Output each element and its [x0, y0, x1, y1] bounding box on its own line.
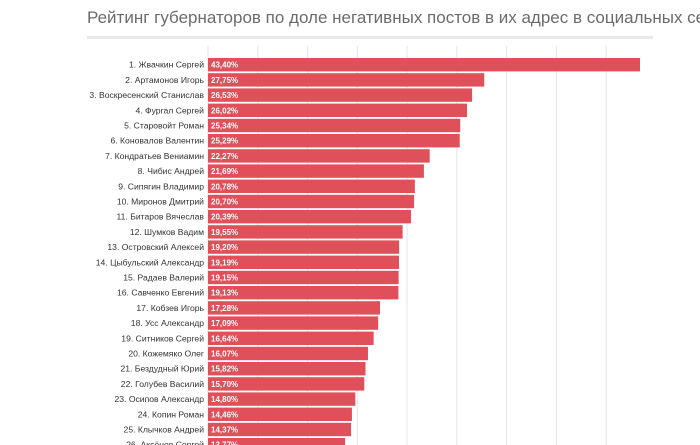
category-label: 3. Воскресенский Станислав — [89, 90, 204, 100]
category-label: 22. Голубев Василий — [121, 379, 204, 389]
bar — [208, 270, 399, 285]
value-label: 14,46% — [211, 410, 238, 419]
category-label: 7. Кондратьев Вениамин — [105, 151, 204, 161]
bar — [208, 255, 400, 269]
value-label: 19,19% — [211, 258, 238, 267]
bar — [208, 392, 356, 406]
category-label: 26. Аксёнов Сергей — [126, 440, 204, 445]
category-label: 14. Цыбульский Александр — [96, 257, 204, 267]
bar — [208, 88, 473, 102]
value-label: 25,29% — [211, 137, 238, 146]
bar — [208, 118, 461, 133]
bar — [208, 240, 400, 254]
value-label: 21,69% — [211, 167, 238, 176]
value-label: 17,28% — [211, 304, 238, 313]
bar — [208, 103, 468, 117]
bar — [208, 377, 365, 391]
bar — [208, 225, 403, 239]
category-label: 16. Савченко Евгений — [117, 288, 204, 298]
category-label: 24. Копин Роман — [138, 409, 205, 419]
bar — [208, 134, 460, 148]
category-label: 10. Миронов Дмитрий — [117, 197, 204, 207]
category-label: 19. Ситников Сергей — [121, 333, 204, 343]
value-label: 19,15% — [211, 274, 238, 283]
category-label: 2. Артамонов Игорь — [125, 75, 204, 85]
value-label: 13,77% — [211, 441, 238, 445]
category-label: 25. Клычков Андрей — [124, 425, 205, 435]
value-label: 25,34% — [211, 122, 238, 131]
value-label: 27,75% — [211, 76, 238, 85]
value-label: 20,70% — [211, 198, 238, 207]
value-label: 43,40% — [211, 61, 238, 70]
bar — [208, 210, 411, 224]
category-label: 8. Чибис Андрей — [138, 166, 205, 176]
category-label: 23. Осипов Александр — [114, 394, 204, 404]
bar — [208, 286, 399, 300]
category-label: 20. Кожемяко Олег — [128, 349, 204, 359]
value-label: 15,70% — [211, 380, 238, 389]
value-label: 20,39% — [211, 213, 238, 222]
category-label: 9. Сипягин Владимир — [118, 181, 204, 191]
category-label: 11. Битаров Вячеслав — [117, 212, 205, 222]
category-label: 1. Жвачкин Сергей — [129, 60, 204, 70]
category-label: 5. Старовойт Роман — [124, 121, 204, 131]
value-label: 19,20% — [211, 243, 238, 252]
category-label: 17. Кобзев Игорь — [136, 303, 204, 313]
bar — [208, 362, 366, 376]
value-label: 14,37% — [211, 426, 238, 435]
category-label: 4. Фургал Сергей — [136, 105, 205, 115]
value-label: 22,27% — [211, 152, 238, 161]
bar — [208, 316, 379, 330]
value-label: 26,53% — [211, 91, 238, 100]
bar — [208, 149, 430, 163]
bar — [208, 58, 641, 72]
category-label: 12. Шумков Вадим — [130, 227, 204, 237]
category-label: 13. Островский Алексей — [107, 242, 204, 252]
bar — [208, 301, 381, 315]
category-label: 21. Бездудный Юрий — [120, 364, 204, 374]
bar — [208, 407, 352, 421]
bar — [208, 194, 415, 209]
value-label: 17,09% — [211, 319, 238, 328]
value-label: 20,78% — [211, 182, 238, 191]
value-label: 16,07% — [211, 350, 238, 359]
value-label: 16,64% — [211, 334, 238, 343]
bar — [208, 422, 352, 437]
bar — [208, 438, 346, 445]
value-label: 19,13% — [211, 289, 238, 298]
value-label: 26,02% — [211, 106, 238, 115]
bar — [208, 164, 424, 178]
bar — [208, 346, 368, 361]
value-label: 15,82% — [211, 365, 238, 374]
bar — [208, 179, 415, 193]
value-label: 19,55% — [211, 228, 238, 237]
title-divider — [87, 36, 653, 39]
bar — [208, 73, 485, 87]
category-label: 18. Усс Александр — [131, 318, 204, 328]
bar — [208, 331, 374, 345]
category-label: 6. Коновалов Валентин — [111, 136, 205, 146]
category-label: 15. Радаев Валерий — [123, 273, 204, 283]
value-label: 14,80% — [211, 395, 238, 404]
chart-title: Рейтинг губернаторов по доле негативных … — [87, 8, 700, 27]
